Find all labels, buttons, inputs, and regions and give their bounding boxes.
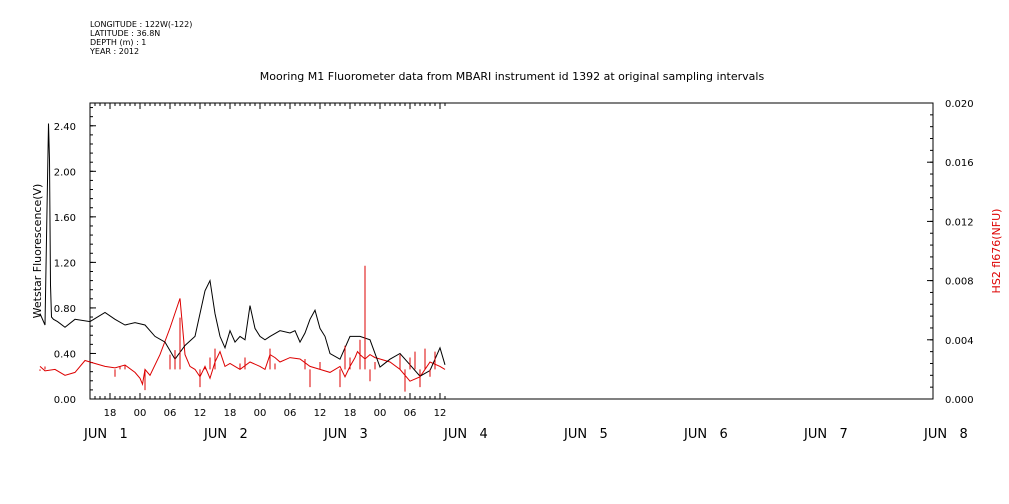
left-y-tick-label: 2.00 <box>54 167 76 178</box>
x-day-label: JUN 8 <box>923 427 968 442</box>
left-y-tick-label: 1.20 <box>54 258 76 269</box>
x-day-label: JUN 4 <box>443 427 488 442</box>
x-hour-label: 18 <box>104 408 117 419</box>
year-label: YEAR : 2012 <box>90 47 140 56</box>
x-day-label: JUN 3 <box>323 427 368 442</box>
x-day-label: JUN 5 <box>563 427 608 442</box>
x-day-label: JUN 2 <box>203 427 248 442</box>
left-y-tick-label: 1.60 <box>54 213 76 224</box>
plot-frame <box>89 102 934 400</box>
x-hour-label: 12 <box>194 408 207 419</box>
x-hour-label: 12 <box>434 408 447 419</box>
left-y-tick-label: 0.40 <box>54 349 76 360</box>
x-day-label: JUN 1 <box>83 427 128 442</box>
left-y-tick-label: 2.40 <box>54 122 76 133</box>
left-y-tick-label: 0.80 <box>54 304 76 315</box>
left-y-axis-label: Wetstar Fluorescence(V) <box>31 184 44 319</box>
right-y-axis-label: HS2 fl676(NFU) <box>990 209 1003 294</box>
right-y-tick-label: 0.000 <box>945 395 974 406</box>
series-line-hs2 <box>39 298 446 386</box>
metadata-block: LONGITUDE : 122W(-122) LATITUDE : 36.8N … <box>90 20 192 56</box>
x-hour-label: 18 <box>344 408 357 419</box>
x-hour-label: 06 <box>284 408 297 419</box>
depth-label: DEPTH (m) : 1 <box>90 38 147 47</box>
x-hour-label: 06 <box>164 408 177 419</box>
series-layer <box>39 123 446 392</box>
right-y-tick-label: 0.012 <box>945 217 974 228</box>
x-day-label: JUN 7 <box>803 427 848 442</box>
x-hour-label: 12 <box>314 408 327 419</box>
right-y-tick-label: 0.020 <box>945 99 974 110</box>
right-y-tick-label: 0.016 <box>945 158 974 169</box>
longitude-label: LONGITUDE : 122W(-122) <box>90 20 193 29</box>
x-hour-label: 06 <box>404 408 417 419</box>
right-y-tick-label: 0.008 <box>945 277 974 288</box>
x-hour-label: 00 <box>134 408 147 419</box>
latitude-label: LATITUDE : 36.8N <box>90 29 161 38</box>
chart-title: Mooring M1 Fluorometer data from MBARI i… <box>260 70 765 83</box>
x-hour-label: 18 <box>224 408 237 419</box>
series-line-wetstar <box>39 123 446 377</box>
left-y-tick-label: 0.00 <box>54 395 76 406</box>
x-hour-label: 00 <box>374 408 387 419</box>
x-hour-label: 00 <box>254 408 267 419</box>
x-day-label: JUN 6 <box>683 427 728 442</box>
right-y-tick-label: 0.004 <box>945 336 974 347</box>
axes-group: 0.00 0.40 0.80 1.20 1.60 2.00 2.40 0.000 0.004 0.… <box>54 99 974 442</box>
